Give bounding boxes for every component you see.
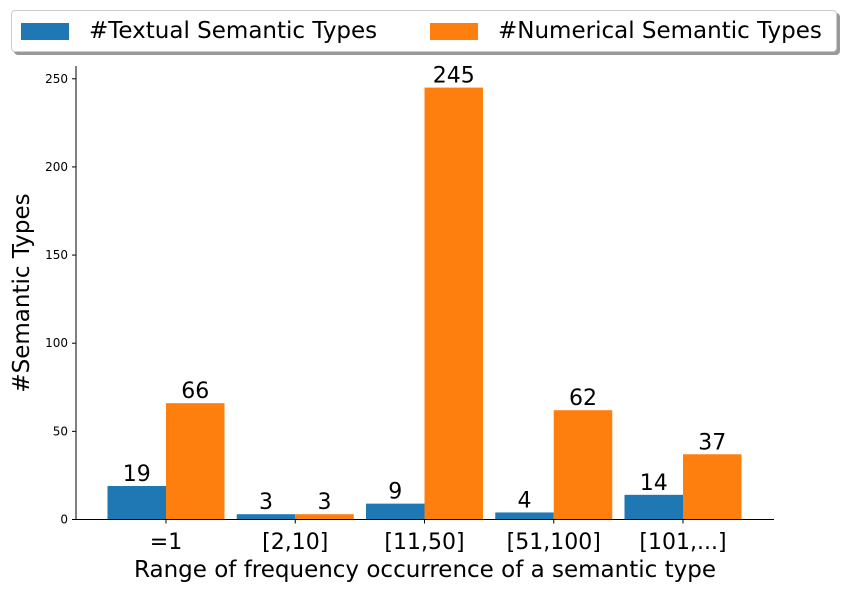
y-tick-label: 200	[45, 160, 68, 174]
bar-textual-1	[236, 514, 296, 520]
y-tick-label: 250	[45, 72, 68, 86]
legend-swatch-textual	[21, 22, 69, 40]
bar-value-label: 4	[518, 488, 532, 513]
y-axis-label: #Semantic Types	[9, 193, 35, 392]
x-axis-label: Range of frequency occurrence of a seman…	[134, 557, 716, 583]
bar-textual-0	[107, 486, 166, 520]
bar-textual-4	[624, 494, 683, 520]
bar-value-label: 37	[698, 430, 726, 455]
y-tick-label: 150	[45, 248, 68, 262]
bar-numerical-0	[166, 403, 225, 520]
bar-textual-3	[495, 512, 554, 520]
y-axis-ticks: 0 50 100 150 200 250	[45, 72, 76, 527]
bar-value-label: 62	[569, 386, 597, 411]
legend-label-numerical: #Numerical Semantic Types	[498, 18, 822, 44]
legend: #Textual Semantic Types #Numerical Seman…	[11, 10, 837, 52]
x-axis-ticks: =1 [2,10] [11,50] [51,100] [101,...]	[150, 519, 727, 555]
legend-item-numerical: #Numerical Semantic Types	[430, 11, 822, 51]
legend-swatch-numerical	[430, 22, 478, 40]
bar-numerical-4	[683, 454, 742, 520]
x-tick-label: =1	[150, 530, 182, 555]
bar-value-label: 14	[640, 471, 668, 496]
bar-value-label: 245	[433, 64, 475, 89]
bar-value-label: 9	[388, 480, 402, 505]
y-tick-label: 0	[60, 513, 68, 527]
bar-value-label: 3	[259, 490, 273, 515]
y-tick-label: 100	[45, 336, 68, 350]
x-tick-label: [51,100]	[507, 530, 601, 555]
bar-value-label: 66	[181, 379, 209, 404]
bar-numerical-1	[295, 514, 354, 520]
bar-numerical-2	[424, 87, 483, 520]
bar-value-label: 19	[123, 462, 151, 487]
bars-layer	[107, 87, 742, 520]
bar-value-labels: 19 66 3 3 9 245 4 62 14 37	[123, 64, 727, 516]
bar-value-label: 3	[318, 490, 332, 515]
legend-label-textual: #Textual Semantic Types	[89, 18, 378, 44]
x-tick-label: [11,50]	[384, 530, 464, 555]
legend-item-textual: #Textual Semantic Types	[21, 11, 377, 51]
x-tick-label: [2,10]	[262, 530, 328, 555]
x-tick-label: [101,...]	[639, 530, 726, 555]
bar-numerical-3	[553, 410, 613, 520]
bar-textual-2	[366, 503, 425, 520]
y-tick-label: 50	[53, 424, 68, 438]
